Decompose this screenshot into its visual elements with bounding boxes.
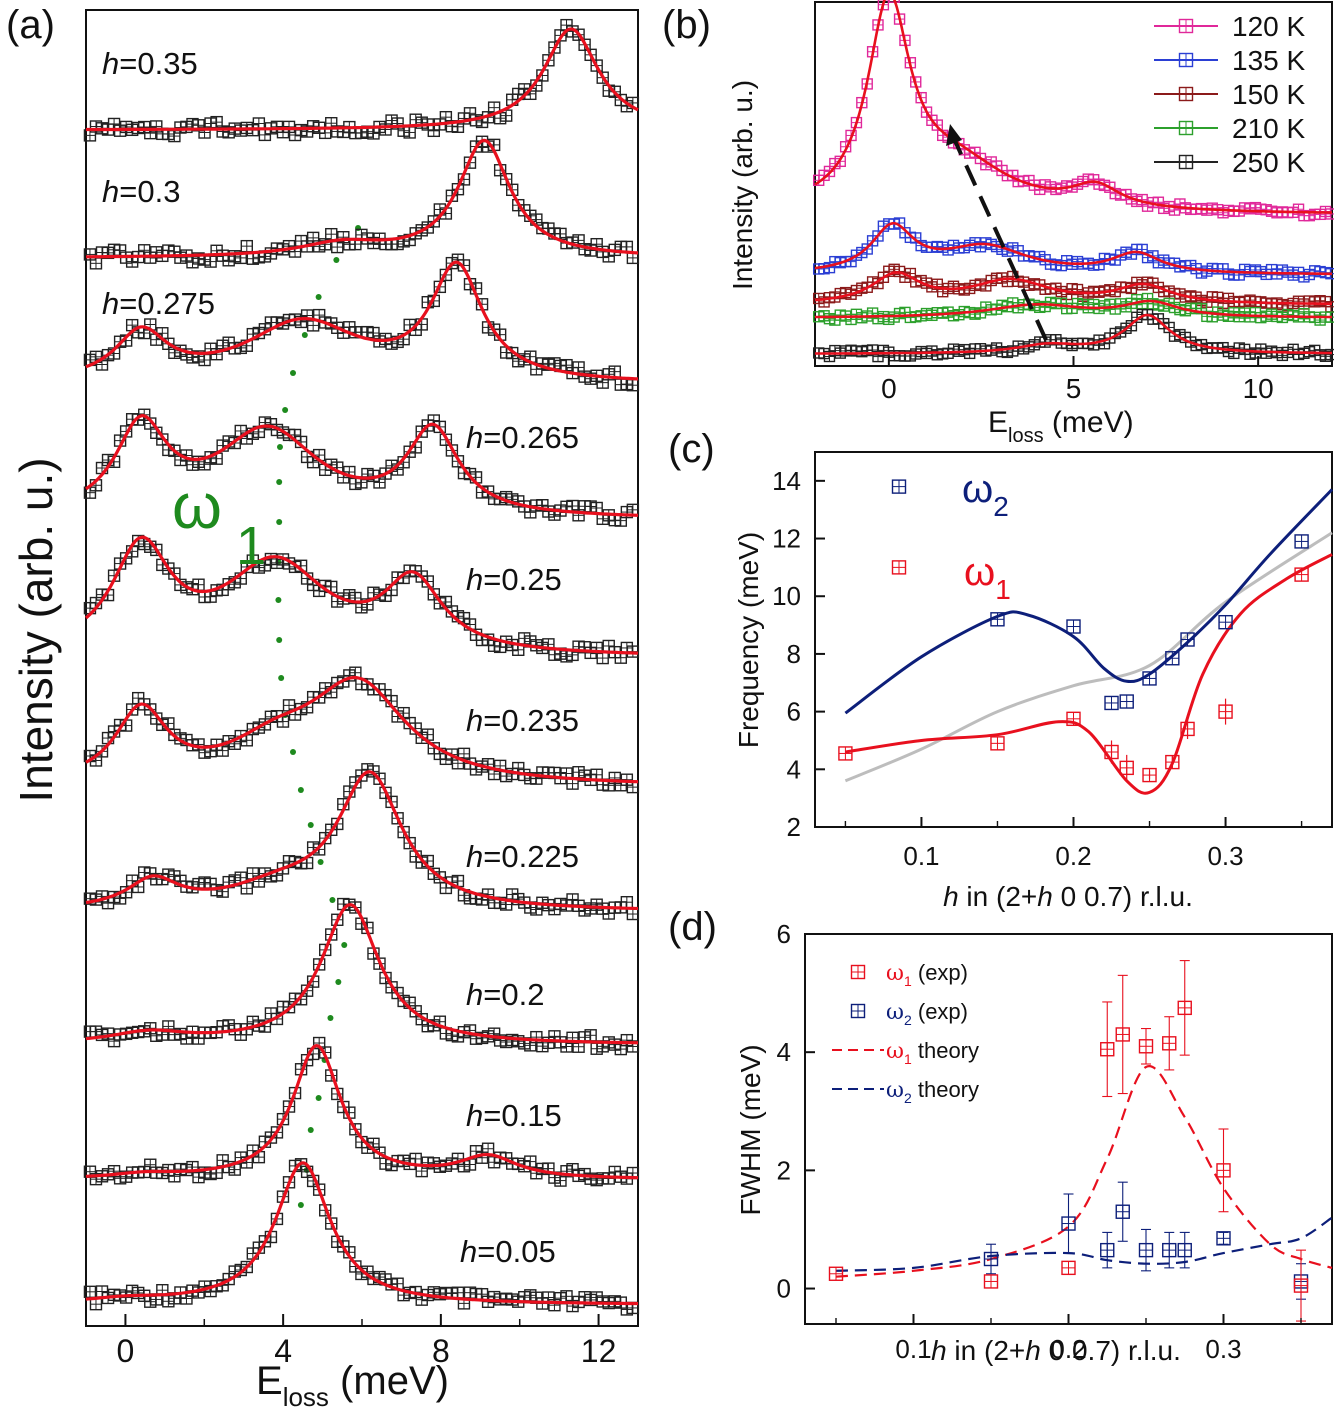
guide-dot: [327, 1015, 334, 1021]
h-label-symbol: h: [466, 420, 483, 455]
data-point: [240, 239, 253, 253]
guide-dot: [276, 444, 283, 450]
h-label-value: =0.235: [483, 703, 579, 738]
h-label-symbol: h: [466, 839, 483, 874]
panel-a-spectra: [83, 18, 640, 1316]
h-label: h=0.3: [102, 174, 180, 209]
guide-dot: [301, 332, 308, 338]
h-label-value: =0.05: [477, 1234, 555, 1269]
guide-dot: [276, 519, 283, 525]
h-label: h=0.05: [460, 1234, 556, 1269]
guide-dot: [333, 257, 340, 263]
h-label-symbol: h: [466, 703, 483, 738]
omega1-guide-label: ω: [172, 470, 222, 542]
h-label-value: =0.265: [483, 420, 579, 455]
data-point: [608, 365, 621, 378]
guide-dot: [315, 1095, 322, 1101]
h-label-value: =0.275: [119, 286, 215, 321]
data-point: [620, 895, 634, 909]
data-point: [89, 1297, 103, 1311]
x-tick-label: 0: [117, 1333, 135, 1369]
h-label-symbol: h: [102, 174, 119, 209]
data-point: [626, 907, 640, 921]
h-label: h=0.15: [466, 1098, 562, 1133]
h-label-symbol: h: [466, 562, 483, 597]
guide-dot: [307, 1127, 314, 1133]
guide-dot: [275, 597, 282, 603]
fit-curve: [85, 1161, 639, 1306]
guide-dot: [278, 675, 285, 681]
h-label-value: =0.2: [483, 977, 544, 1012]
h-label: h=0.275: [102, 286, 215, 321]
data-point: [258, 1020, 272, 1033]
spectrum-0: [83, 1158, 640, 1316]
data-point: [451, 1286, 465, 1299]
data-point: [192, 578, 205, 591]
h-label-symbol: h: [102, 46, 119, 81]
spectrum-3: [83, 763, 640, 921]
h-label-symbol: h: [466, 977, 483, 1012]
spectrum-4: [83, 666, 640, 794]
guide-dot: [315, 294, 322, 300]
guide-dot: [290, 749, 296, 755]
spectrum-1: [83, 1036, 640, 1187]
guide-dot: [297, 1202, 304, 1208]
panel-a-h-labels: h=0.05h=0.15h=0.2h=0.225h=0.235h=0.25h=0…: [102, 46, 579, 1269]
guide-dot: [282, 407, 289, 413]
spectrum-2: [83, 897, 640, 1056]
h-label-value: =0.15: [483, 1098, 561, 1133]
guide-dot: [317, 859, 324, 865]
guide-dot: [335, 979, 342, 985]
h-label: h=0.235: [466, 703, 579, 738]
omega1-guide-subscript: 1: [236, 516, 266, 576]
data-point: [240, 882, 253, 895]
guide-dot: [341, 942, 348, 948]
h-label-symbol: h: [466, 1098, 483, 1133]
fit-curve: [85, 770, 639, 911]
panel-a-label: (a): [6, 3, 55, 47]
guide-dot: [276, 637, 283, 643]
fit-curve: [85, 675, 639, 784]
h-label: h=0.225: [466, 839, 579, 874]
guide-dot: [290, 370, 296, 376]
guide-dot: [276, 479, 283, 485]
x-tick-label: 12: [581, 1333, 617, 1369]
guide-dot: [297, 787, 304, 793]
guide-dot: [329, 897, 336, 903]
h-label: h=0.35: [102, 46, 198, 81]
panel-a-y-label: Intensity (arb. u.): [10, 457, 62, 802]
h-label-symbol: h: [460, 1234, 477, 1269]
h-label-value: =0.35: [119, 46, 197, 81]
fit-curve: [85, 1044, 639, 1180]
h-label-value: =0.3: [119, 174, 180, 209]
guide-dot: [307, 822, 314, 828]
data-point: [596, 651, 609, 665]
h-label-symbol: h: [102, 286, 119, 321]
h-label: h=0.25: [466, 562, 562, 597]
h-label: h=0.265: [466, 420, 579, 455]
data-point: [325, 227, 338, 241]
h-label: h=0.2: [466, 977, 544, 1012]
spectrum-7: [83, 253, 640, 392]
h-label-value: =0.225: [483, 839, 579, 874]
panel-a: (a) h=0.05h=0.15h=0.2h=0.225h=0.235h=0.2…: [6, 3, 640, 1412]
panel-b-label: (b): [662, 3, 711, 47]
h-label-value: =0.25: [483, 562, 561, 597]
fit-curve: [85, 903, 639, 1045]
spectrum-5: [83, 534, 640, 665]
data-point: [524, 1155, 537, 1168]
